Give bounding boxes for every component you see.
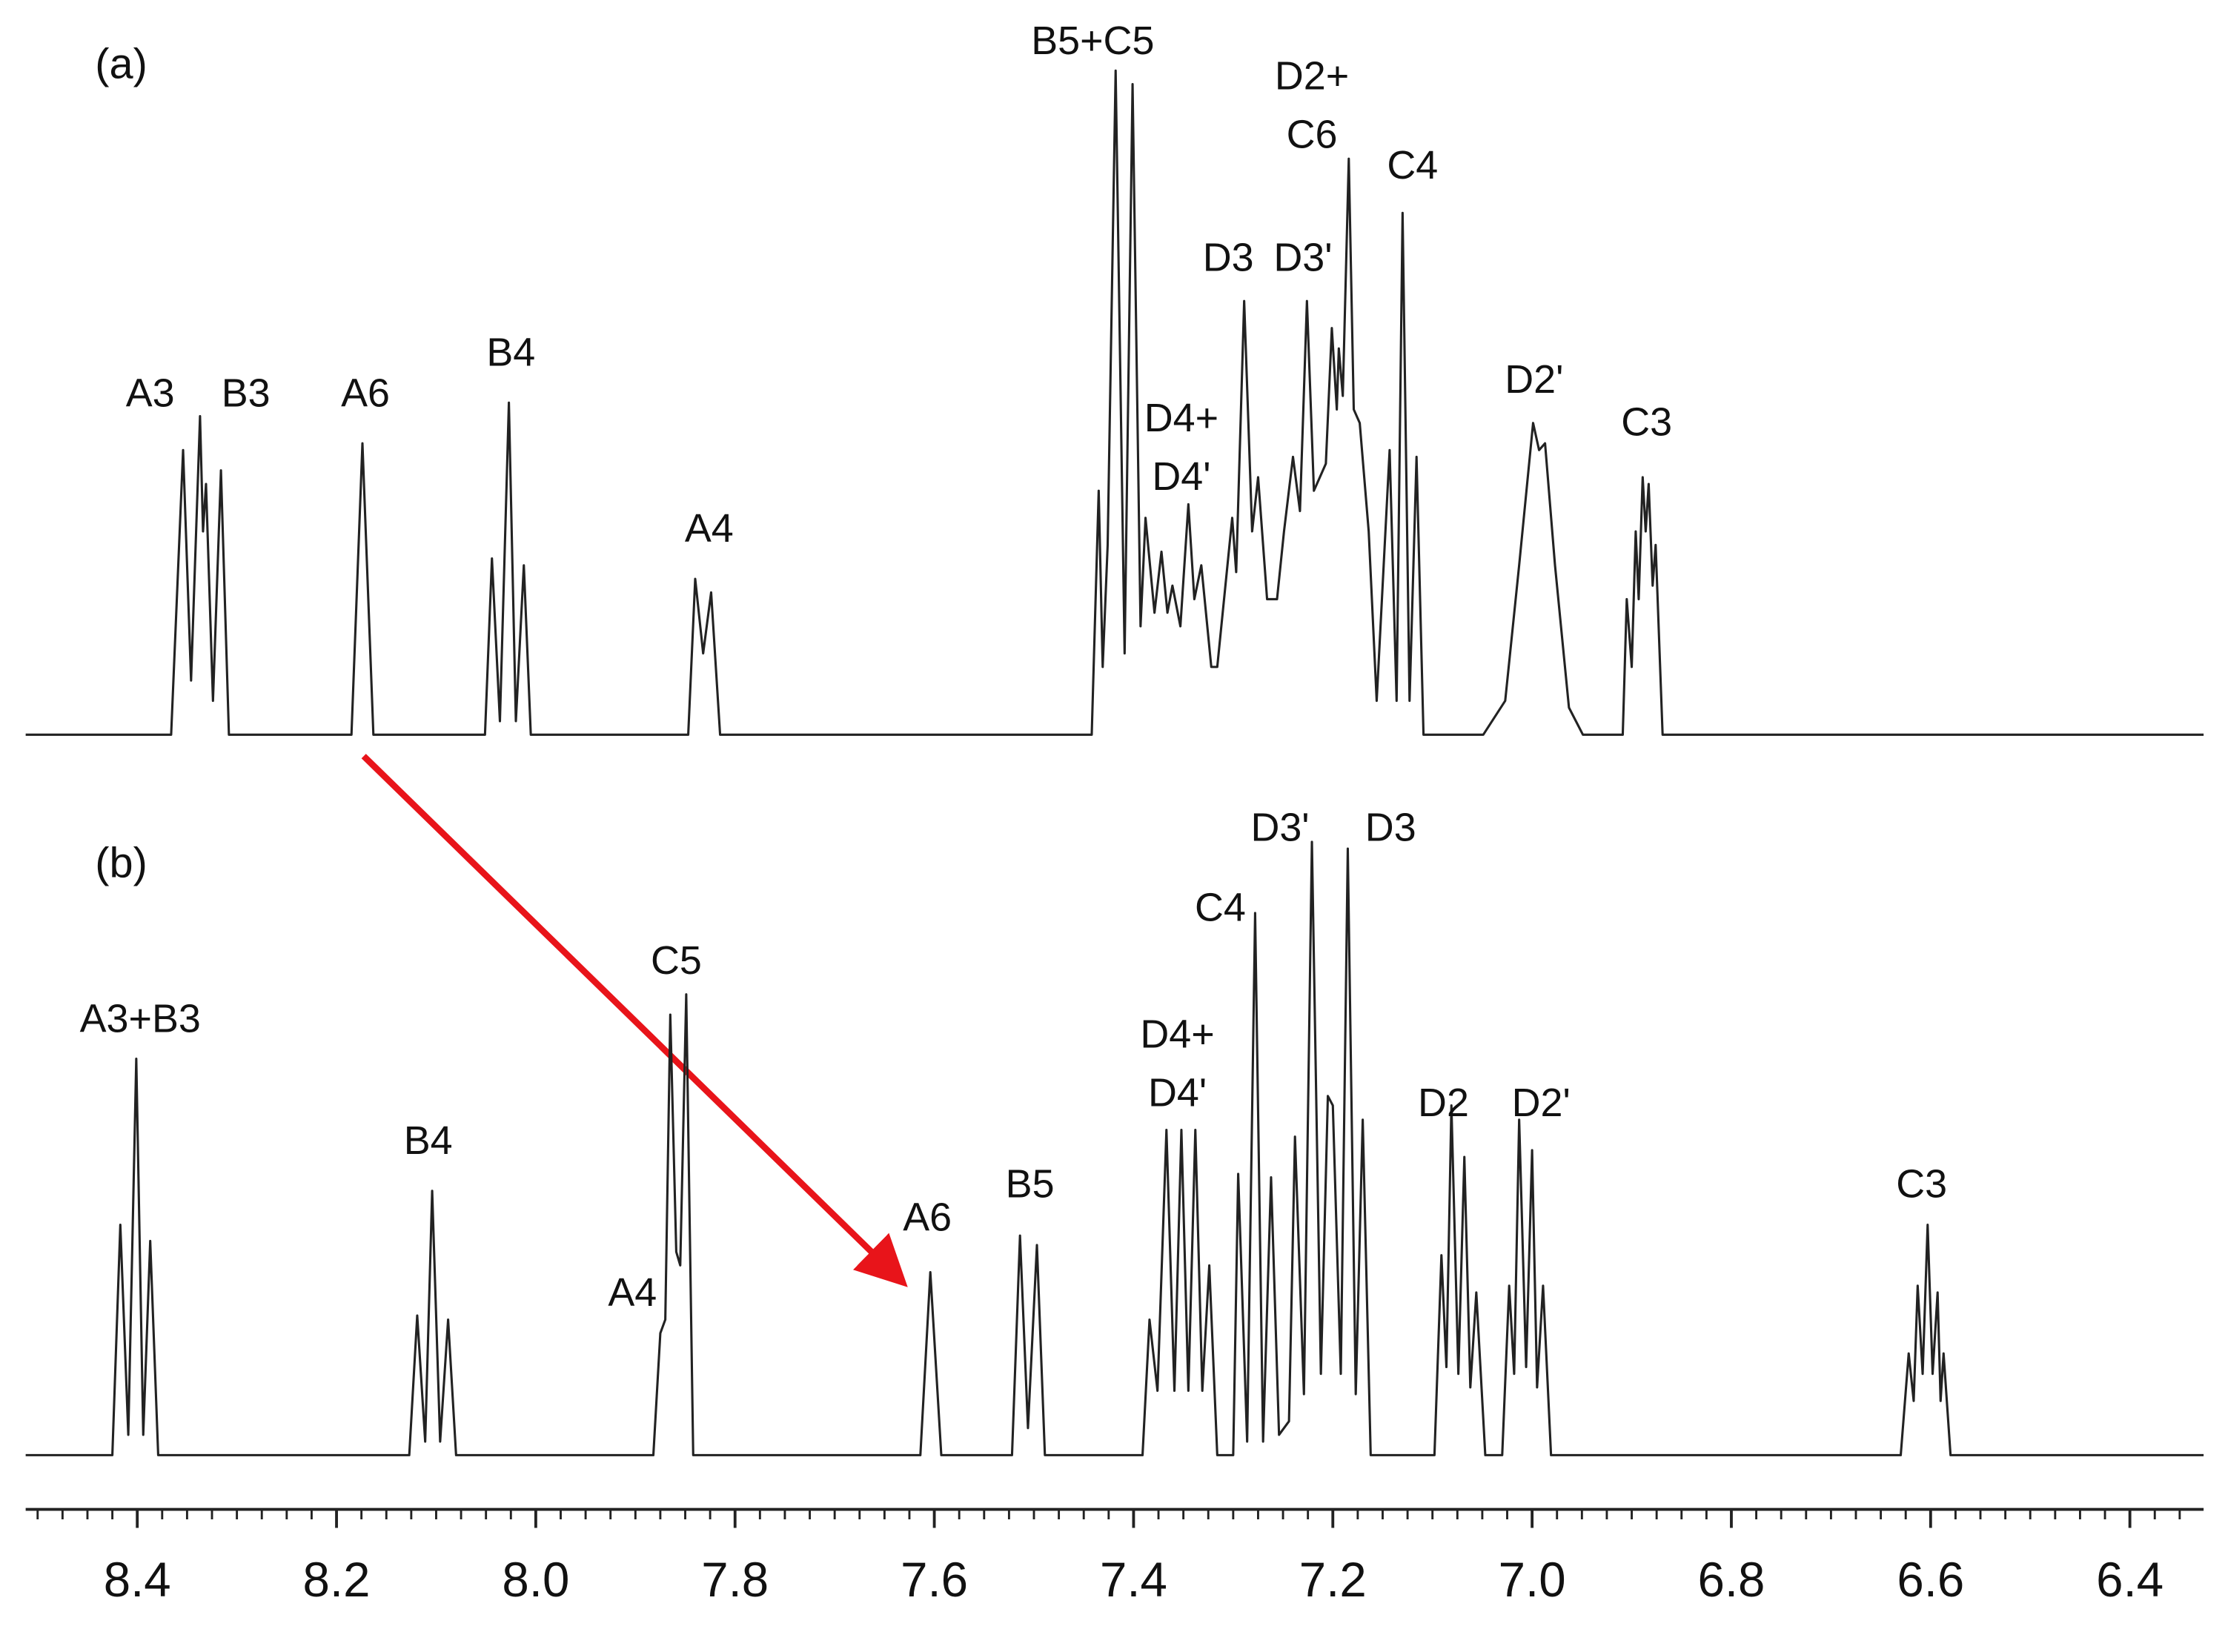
peak-label: C6 [1287, 112, 1338, 156]
x-tick-label: 7.0 [1499, 1553, 1566, 1607]
peak-label: B4 [404, 1118, 453, 1163]
x-tick-label: 7.2 [1299, 1553, 1367, 1607]
x-tick-label: 8.2 [303, 1553, 371, 1607]
peak-label: D4' [1152, 454, 1210, 499]
peak-label: B5+C5 [1031, 19, 1154, 63]
peak-label: C4 [1195, 885, 1246, 929]
x-tick-label: 6.6 [1897, 1553, 1964, 1607]
peak-label: D2 [1418, 1081, 1469, 1125]
peak-label: A4 [608, 1270, 657, 1315]
x-tick-label: 7.8 [701, 1553, 769, 1607]
peak-label: D2+ [1275, 53, 1349, 98]
shift-arrow [361, 754, 908, 1287]
x-tick-label: 8.4 [104, 1553, 171, 1607]
peak-label: B4 [486, 331, 535, 375]
spectrum-line [25, 840, 2204, 1456]
spectrum-line [25, 69, 2204, 736]
x-tick-label: 7.4 [1100, 1553, 1167, 1607]
peak-label: C5 [651, 938, 702, 983]
peak-label: A6 [903, 1195, 952, 1239]
peak-label: B3 [222, 371, 271, 415]
peak-label: A3 [126, 371, 175, 415]
x-tick-label: 7.6 [901, 1553, 968, 1607]
peak-label: D3 [1203, 236, 1254, 280]
peak-label: D4+ [1140, 1012, 1214, 1056]
peak-label: D2' [1505, 357, 1563, 402]
x-tick-label: 8.0 [502, 1553, 569, 1607]
peak-label: C3 [1621, 400, 1672, 445]
peak-label: D3' [1273, 236, 1332, 280]
x-tick-label: 6.8 [1697, 1553, 1765, 1607]
peak-label: D4+ [1144, 396, 1218, 440]
peak-label: A6 [341, 371, 390, 415]
peak-label: D3 [1365, 806, 1416, 850]
peak-label: B5 [1006, 1162, 1055, 1207]
panel-label: (a) [95, 41, 147, 88]
peak-label: D3' [1250, 806, 1309, 850]
peak-label: D4' [1148, 1070, 1207, 1115]
peak-label: A4 [685, 506, 734, 551]
peak-label: C4 [1387, 143, 1438, 188]
peak-label: D2' [1512, 1081, 1571, 1125]
peak-label: A3+B3 [80, 996, 201, 1041]
x-tick-label: 6.4 [2096, 1553, 2163, 1607]
peak-label: C3 [1896, 1162, 1947, 1207]
panel-label: (b) [95, 840, 147, 887]
